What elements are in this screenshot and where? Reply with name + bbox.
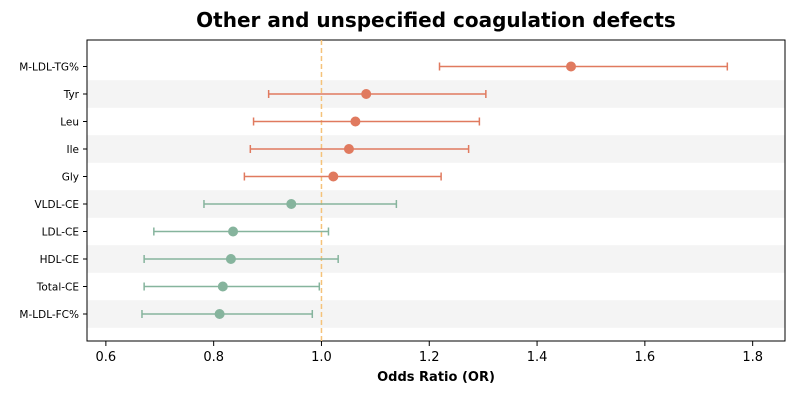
x-tick-label: 1.2	[419, 350, 440, 365]
or-point	[343, 144, 354, 154]
y-tick-label: VLDL-CE	[34, 199, 79, 211]
y-tick-label: HDL-CE	[40, 254, 79, 266]
y-tick-label: Leu	[60, 117, 79, 129]
or-point	[328, 171, 339, 182]
or-point	[361, 89, 372, 99]
y-axis: M-LDL-TG% Tyr Leu Ile Gly VLDL-CE LDL-CE HDL-CE…	[19, 62, 87, 321]
y-tick-label: Ile	[67, 144, 79, 156]
or-point	[214, 309, 225, 319]
y-tick-label: M-LDL-FC%	[19, 309, 79, 321]
estimate-marks	[141, 61, 729, 319]
or-point	[350, 116, 361, 127]
x-tick-label: 1.8	[742, 350, 763, 365]
row-stripes	[87, 80, 785, 328]
x-axis-title: Odds Ratio (OR)	[377, 370, 495, 385]
y-tick-label: Total-CE	[36, 282, 79, 294]
y-tick-label: LDL-CE	[42, 227, 79, 239]
chart-title: Other and unspecified coagulation defect…	[196, 8, 676, 32]
or-point	[225, 254, 236, 264]
or-point	[228, 226, 239, 237]
y-tick-label: M-LDL-TG%	[19, 62, 79, 74]
x-tick-label: 1.4	[527, 350, 548, 365]
x-tick-label: 1.6	[635, 350, 656, 365]
x-tick-label: 0.8	[203, 350, 224, 365]
plot-frame	[86, 39, 786, 342]
row-stripe	[87, 190, 785, 218]
x-tick-label: 1.0	[311, 350, 332, 365]
or-point	[217, 281, 228, 292]
or-point	[286, 199, 297, 209]
or-point	[566, 61, 577, 72]
y-tick-label: Tyr	[63, 89, 80, 101]
x-tick-label: 0.6	[96, 350, 117, 365]
x-axis: 0.6 0.8 1.0 1.2 1.4 1.6 1.8	[96, 341, 763, 365]
y-tick-label: Gly	[62, 172, 79, 184]
